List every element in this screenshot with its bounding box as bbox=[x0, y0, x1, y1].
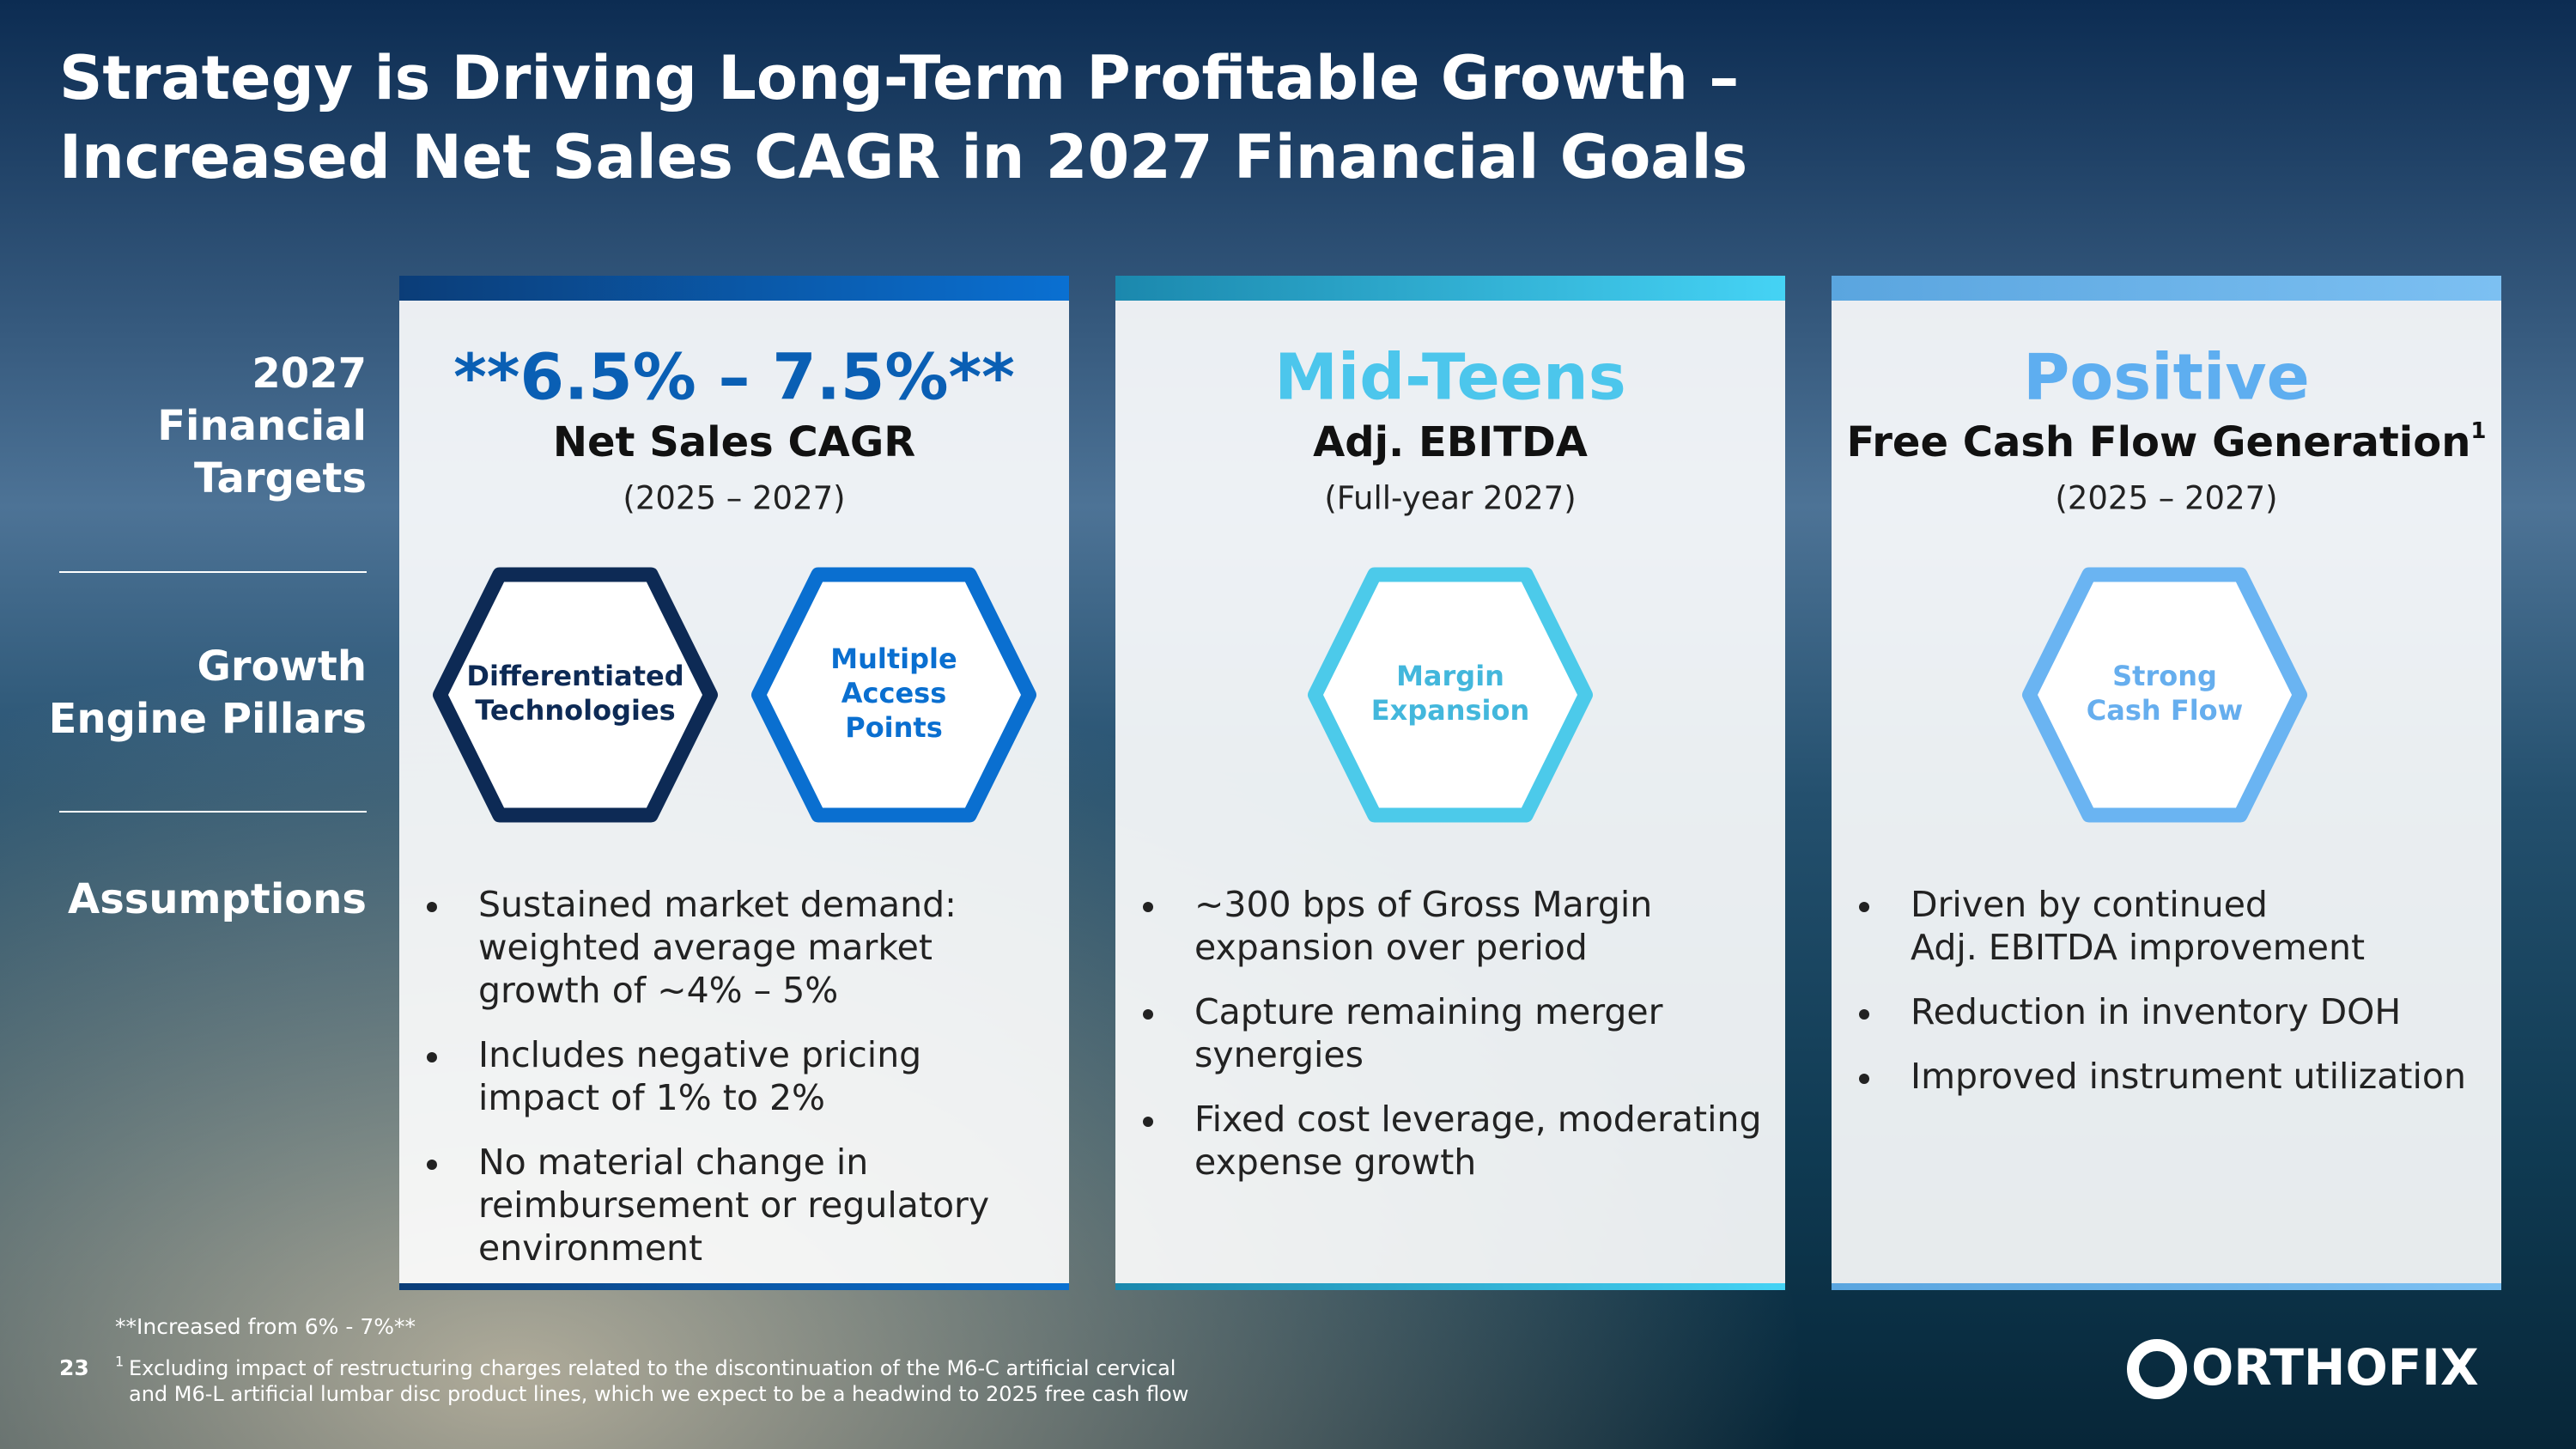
bullet-text: weighted average market bbox=[478, 927, 933, 968]
metric-text: Free Cash Flow Generation bbox=[1847, 418, 2471, 466]
bullet-text: expense growth bbox=[1194, 1142, 1476, 1183]
period: (2025 – 2027) bbox=[2055, 480, 2277, 517]
pillar-hexagon bbox=[751, 567, 1036, 823]
pillar-label: Technologies bbox=[475, 694, 675, 727]
title: Strategy is Driving Long-Term Profitable… bbox=[59, 43, 1739, 113]
panel-bottom bbox=[1832, 1283, 2501, 1290]
panel-bar bbox=[1832, 276, 2501, 301]
panel-bottom bbox=[399, 1283, 1069, 1290]
metric: Net Sales CAGR bbox=[553, 418, 915, 466]
footnote-marker: 1 bbox=[115, 1354, 124, 1370]
row-label: Targets bbox=[194, 454, 367, 502]
bullet-dot bbox=[1859, 902, 1869, 912]
panel-bar bbox=[1115, 276, 1785, 301]
bullet-text: Fixed cost leverage, moderating bbox=[1194, 1099, 1762, 1140]
pillar-hexagon bbox=[433, 567, 718, 823]
bullet-text: Capture remaining merger bbox=[1194, 991, 1663, 1032]
headline: Positive bbox=[2023, 341, 2310, 415]
footnote: **Increased from 6% - 7%** bbox=[115, 1314, 416, 1339]
bullet-dot bbox=[1143, 1117, 1153, 1127]
footnote: and M6-L artificial lumbar disc product … bbox=[129, 1382, 1188, 1406]
page-number: 23 bbox=[59, 1355, 89, 1380]
headline: **6.5% – 7.5%** bbox=[453, 341, 1015, 415]
bullet-text: impact of 1% to 2% bbox=[478, 1077, 825, 1118]
bullet-text: Improved instrument utilization bbox=[1911, 1056, 2466, 1097]
metric: Adj. EBITDA bbox=[1313, 418, 1588, 466]
bullet-dot bbox=[1859, 1074, 1869, 1084]
pillar-label: Margin bbox=[1396, 660, 1504, 692]
bullet-text: No material change in bbox=[478, 1142, 868, 1183]
bullet-text: growth of ~4% – 5% bbox=[478, 970, 838, 1011]
pillar-label: Strong bbox=[2112, 660, 2217, 692]
bullet-text: Reduction in inventory DOH bbox=[1911, 991, 2401, 1032]
bullet-text: synergies bbox=[1194, 1034, 1364, 1075]
bullet-dot bbox=[427, 1160, 437, 1170]
bullet-text: Driven by continued bbox=[1911, 884, 2268, 925]
panel-bar bbox=[399, 276, 1069, 301]
period: (2025 – 2027) bbox=[623, 480, 845, 517]
pillar-label: Multiple bbox=[830, 642, 957, 675]
bullet-text: Includes negative pricing bbox=[478, 1034, 921, 1075]
bullet-dot bbox=[427, 1052, 437, 1062]
pillar-hexagon bbox=[1308, 567, 1593, 823]
bullet-text: Sustained market demand: bbox=[478, 884, 957, 925]
pillar-label: Differentiated bbox=[466, 660, 683, 692]
row-label: Growth bbox=[197, 642, 367, 691]
bullet-dot bbox=[1859, 1009, 1869, 1020]
bullet-text: Adj. EBITDA improvement bbox=[1911, 927, 2365, 968]
pillar-label: Cash Flow bbox=[2087, 694, 2243, 727]
row-label: Financial bbox=[157, 402, 367, 450]
logo-icon bbox=[2127, 1339, 2187, 1399]
bullet-text: ~300 bps of Gross Margin bbox=[1194, 884, 1652, 925]
bullet-text: reimbursement or regulatory bbox=[478, 1184, 989, 1226]
pillar-hexagon bbox=[2022, 567, 2307, 823]
bullet-text: environment bbox=[478, 1227, 702, 1269]
pillar-label: Points bbox=[845, 711, 943, 744]
row-label: 2027 bbox=[252, 350, 367, 398]
headline: Mid-Teens bbox=[1274, 341, 1626, 415]
pillar-label: Access bbox=[841, 677, 947, 709]
footnote: Excluding impact of restructuring charge… bbox=[129, 1356, 1176, 1380]
row-label: Assumptions bbox=[68, 875, 367, 923]
logo: ORTHOFIX bbox=[2191, 1338, 2479, 1397]
row-label: Engine Pillars bbox=[49, 695, 367, 743]
bullet-dot bbox=[1143, 1009, 1153, 1020]
pillar-label: Expansion bbox=[1371, 694, 1530, 727]
bullet-dot bbox=[1143, 902, 1153, 912]
title: Increased Net Sales CAGR in 2027 Financi… bbox=[59, 122, 1747, 192]
panel-bottom bbox=[1115, 1283, 1785, 1290]
bullet-text: expansion over period bbox=[1194, 927, 1588, 968]
period: (Full-year 2027) bbox=[1324, 480, 1576, 517]
bullet-dot bbox=[427, 902, 437, 912]
metric: Free Cash Flow Generation1 bbox=[1847, 418, 2487, 467]
metric-note: 1 bbox=[2470, 418, 2486, 444]
